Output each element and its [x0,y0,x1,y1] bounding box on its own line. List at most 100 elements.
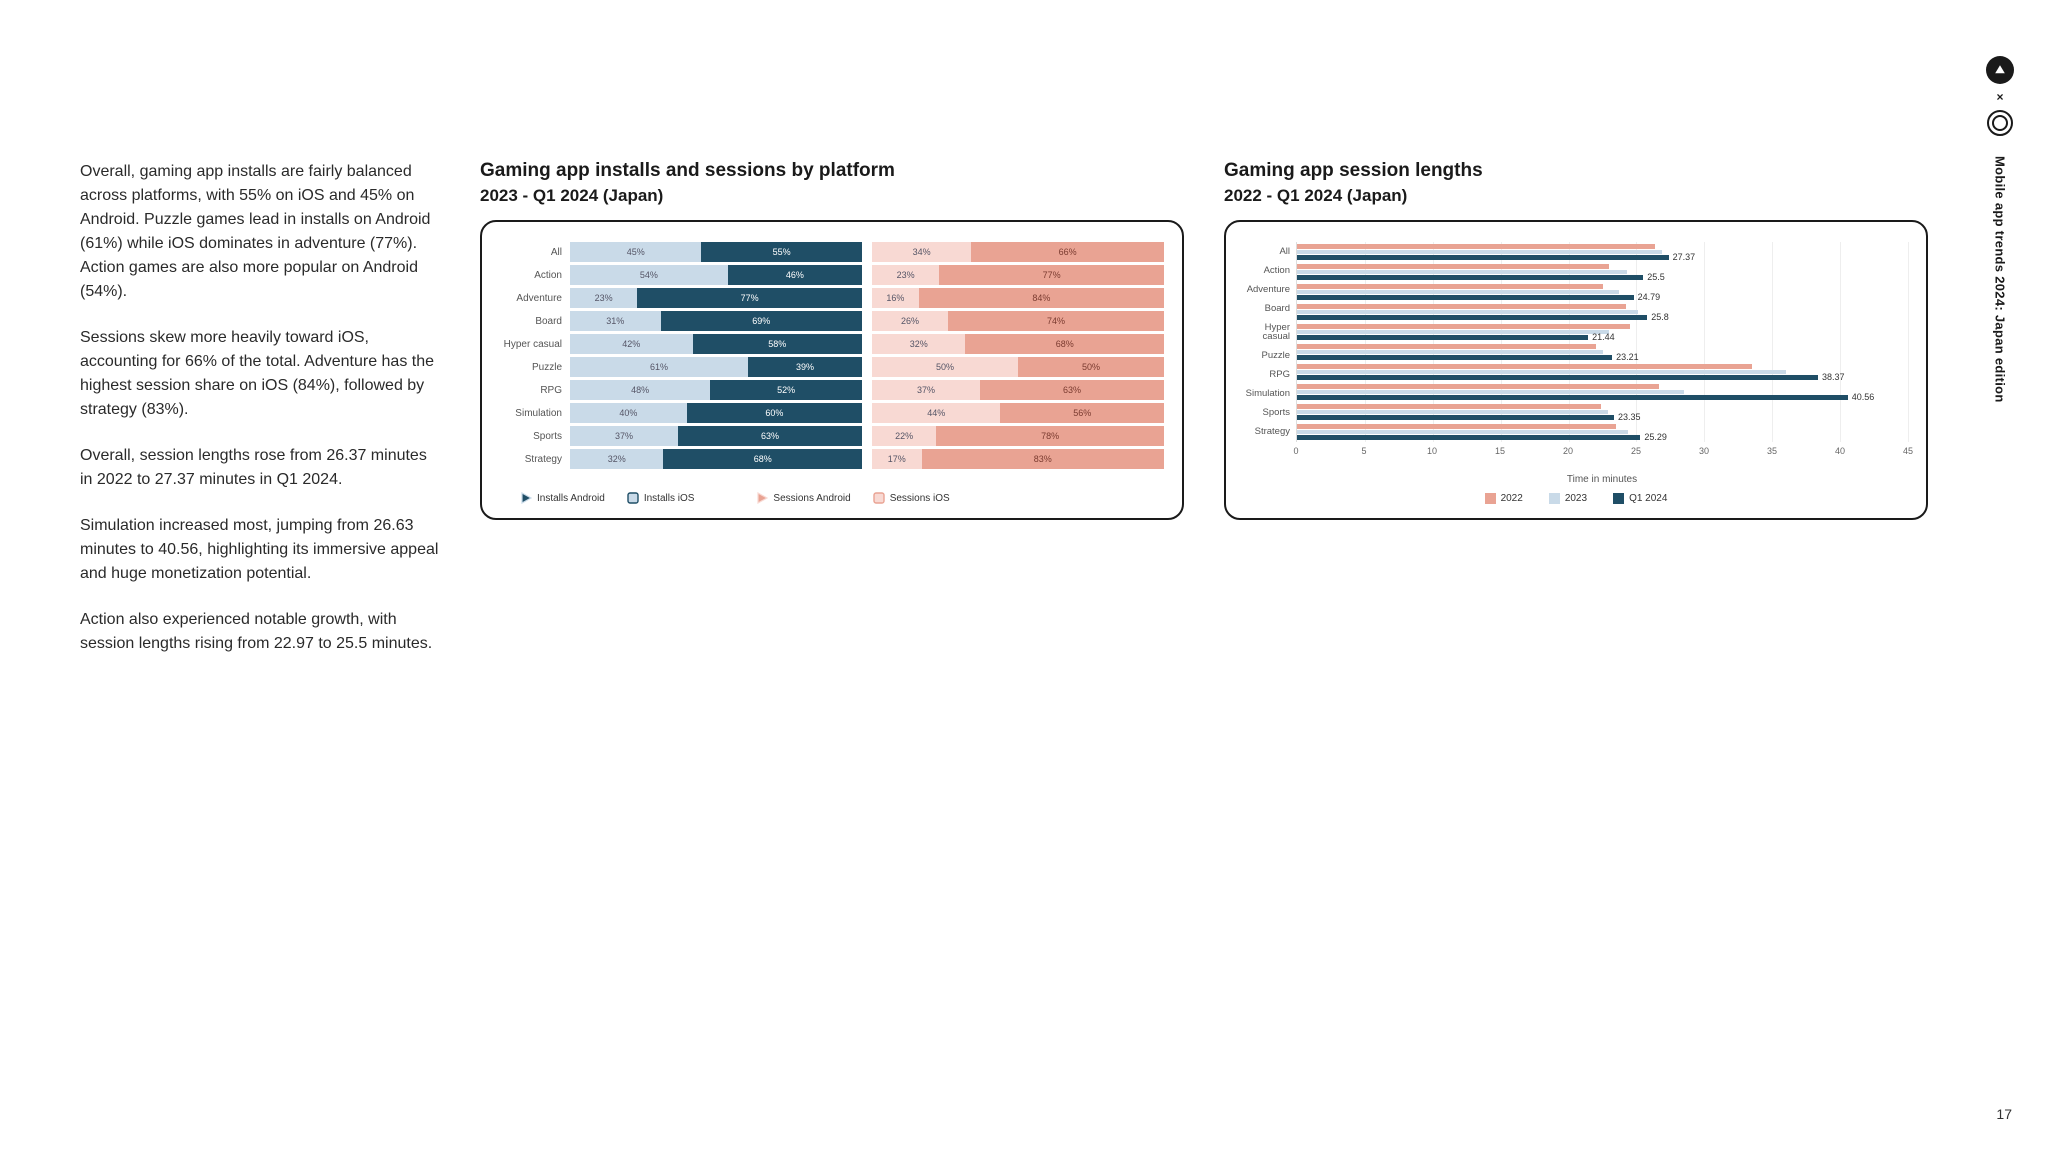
legend-swatch [1485,493,1496,504]
bar-group: 21.44 [1297,324,1908,339]
bar [1297,304,1626,308]
bar-group: 38.37 [1297,364,1908,379]
bar-value: 23.35 [1614,412,1641,422]
category-label: Board [500,316,562,327]
category-label: RPG [500,385,562,396]
bar-value: 27.37 [1669,252,1696,262]
bar: 21.44 [1297,335,1588,339]
bar-value: 24.79 [1634,292,1661,302]
x-tick: 0 [1293,446,1298,456]
bar: 40.56 [1297,395,1848,399]
bar [1297,430,1628,434]
bar: 24.79 [1297,295,1634,299]
chart-legend: Installs Android Installs iOS Sessions A… [500,492,1164,504]
category-label: Simulation [500,408,562,419]
bar [1297,350,1603,354]
chart-subtitle: 2022 - Q1 2024 (Japan) [1224,186,1928,206]
legend-item: 2023 [1549,493,1587,504]
bar [1297,284,1603,288]
paragraph: Action also experienced notable growth, … [80,608,440,656]
chart-row: Sports37%63%22%78% [500,426,1164,446]
paragraph: Overall, gaming app installs are fairly … [80,160,440,304]
x-tick: 35 [1767,446,1777,456]
x-tick: 10 [1427,446,1437,456]
bar [1297,250,1662,254]
side-branding: × Mobile app trends 2024: Japan edition [1986,56,2014,403]
x-tick: 15 [1495,446,1505,456]
installs-sessions-chart: Gaming app installs and sessions by plat… [480,160,1184,678]
bar-value: 38.37 [1818,372,1845,382]
category-label: RPG [1244,370,1296,380]
bar-group: 25.8 [1297,304,1908,319]
category-label: Adventure [1244,285,1296,295]
bar [1297,410,1608,414]
session-length-chart: Gaming app session lengths 2022 - Q1 202… [1224,160,1928,678]
bar [1297,324,1630,328]
bar-value: 21.44 [1588,332,1615,342]
category-label: All [1244,247,1296,257]
bar-group: 27.37 [1297,244,1908,259]
chart-row: All45%55%34%66% [500,242,1164,262]
bar [1297,264,1609,268]
category-label: Action [500,270,562,281]
chart-row: RPG48%52%37%63% [500,380,1164,400]
square-icon [873,492,885,504]
chart-row: Simulation40%60%44%56% [500,403,1164,423]
bar [1297,384,1659,388]
brand-logo-icon [1986,56,2014,84]
chart-row: Adventure23%77%16%84% [500,288,1164,308]
bar: 23.35 [1297,415,1614,419]
legend-item: Q1 2024 [1613,493,1667,504]
bar-group: 25.29 [1297,424,1908,439]
bar [1297,344,1596,348]
category-label: Strategy [500,454,562,465]
x-tick: 25 [1631,446,1641,456]
bar [1297,330,1609,334]
play-icon [756,492,768,504]
category-label: Sports [1244,408,1296,418]
category-label: Simulation [1244,389,1296,399]
bar [1297,244,1655,248]
bar-group: 25.5 [1297,264,1908,279]
x-tick: 20 [1563,446,1573,456]
category-label: Hyper casual [500,339,562,350]
bar: 23.21 [1297,355,1612,359]
bar-group: 23.21 [1297,344,1908,359]
chart-row: Action54%46%23%77% [500,265,1164,285]
category-label: Adventure [500,293,562,304]
square-icon [627,492,639,504]
bar [1297,364,1752,368]
category-label: Hyper casual [1244,323,1296,343]
category-label: Sports [500,431,562,442]
legend-item: 2022 [1485,493,1523,504]
separator-x-icon: × [1996,90,2003,104]
x-tick: 5 [1361,446,1366,456]
bar [1297,290,1619,294]
paragraph: Simulation increased most, jumping from … [80,514,440,586]
x-tick: 30 [1699,446,1709,456]
chart-title: Gaming app installs and sessions by plat… [480,160,1184,182]
category-label: All [500,247,562,258]
bar [1297,424,1616,428]
bar-value: 40.56 [1848,392,1875,402]
x-tick: 45 [1903,446,1913,456]
legend-swatch [1613,493,1624,504]
bar-value: 25.5 [1643,272,1665,282]
chart-row: Hyper casual42%58%32%68% [500,334,1164,354]
bar-group: 40.56 [1297,384,1908,399]
legend-label: Q1 2024 [1629,493,1667,504]
bar [1297,370,1786,374]
report-title-vertical: Mobile app trends 2024: Japan edition [1993,156,2008,403]
category-label: Strategy [1244,427,1296,437]
paragraph: Overall, session lengths rose from 26.37… [80,444,440,492]
bar: 27.37 [1297,255,1669,259]
bar-value: 23.21 [1612,352,1639,362]
category-label: Puzzle [500,362,562,373]
body-text-column: Overall, gaming app installs are fairly … [80,160,440,678]
bar: 25.29 [1297,435,1640,439]
bar: 25.5 [1297,275,1643,279]
legend-label: 2022 [1501,493,1523,504]
chart-title: Gaming app session lengths [1224,160,1928,182]
x-axis-label: Time in minutes [1296,474,1908,485]
bar-value: 25.8 [1647,312,1669,322]
